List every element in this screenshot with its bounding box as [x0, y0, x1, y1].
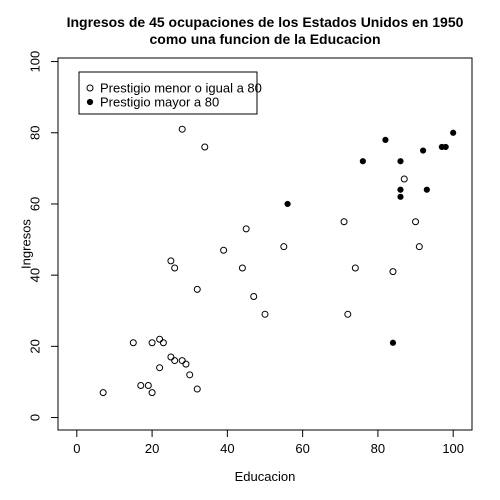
- legend-marker-open: [86, 84, 94, 92]
- data-point-prestigio-mayor: [359, 158, 366, 165]
- x-tick-label: 60: [295, 441, 309, 456]
- legend-marker-filled: [86, 98, 94, 106]
- data-point-prestigio-menor: [99, 389, 107, 397]
- data-point-prestigio-menor: [400, 175, 408, 183]
- y-tick-label: 100: [27, 51, 42, 73]
- data-point-prestigio-menor: [261, 310, 269, 318]
- y-tick-label: 60: [27, 197, 42, 211]
- data-point-prestigio-menor: [171, 264, 179, 272]
- data-point-prestigio-menor: [344, 310, 352, 318]
- data-point-prestigio-menor: [193, 385, 201, 393]
- x-tick-label: 0: [73, 441, 80, 456]
- chart-title-line: Ingresos de 45 ocupaciones de los Estado…: [67, 14, 464, 30]
- data-point-prestigio-mayor: [423, 186, 430, 193]
- data-point-prestigio-menor: [238, 264, 246, 272]
- data-point-prestigio-mayor: [382, 136, 389, 143]
- x-axis-label: Educacion: [235, 469, 296, 484]
- data-point-prestigio-menor: [167, 257, 175, 265]
- y-tick-label: 80: [27, 126, 42, 140]
- data-point-prestigio-menor: [129, 339, 137, 347]
- data-point-prestigio-menor: [250, 293, 258, 301]
- data-point-prestigio-menor: [186, 371, 194, 379]
- data-point-prestigio-menor: [178, 357, 186, 365]
- data-point-prestigio-menor: [167, 353, 175, 361]
- data-point-prestigio-menor: [242, 225, 250, 233]
- data-points: [99, 125, 457, 397]
- data-point-prestigio-menor: [280, 243, 288, 251]
- data-point-prestigio-menor: [201, 143, 209, 151]
- y-tick-label: 20: [27, 339, 42, 353]
- data-point-prestigio-menor: [389, 268, 397, 276]
- data-point-prestigio-menor: [412, 218, 420, 226]
- data-point-prestigio-menor: [171, 357, 179, 365]
- data-point-prestigio-mayor: [442, 143, 449, 151]
- data-point-prestigio-menor: [351, 264, 359, 272]
- data-point-prestigio-menor: [156, 364, 164, 372]
- y-tick-label: 0: [27, 414, 42, 421]
- data-point-prestigio-mayor: [397, 186, 404, 193]
- y-axis: 0 20 40 60 80 100: [27, 51, 59, 421]
- chart-title-line: como una funcion de la Educacion: [149, 31, 380, 47]
- data-point-prestigio-menor: [340, 218, 348, 226]
- x-tick-label: 40: [220, 441, 234, 456]
- data-point-prestigio-menor: [415, 243, 423, 251]
- legend-entry-label: Prestigio menor o igual a 80: [100, 81, 262, 96]
- data-point-prestigio-menor: [220, 246, 228, 254]
- data-point-prestigio-mayor: [397, 193, 404, 200]
- data-point-prestigio-menor: [156, 335, 164, 343]
- data-point-prestigio-mayor: [397, 158, 404, 165]
- data-point-prestigio-mayor: [284, 200, 291, 208]
- data-point-prestigio-mayor: [450, 129, 457, 136]
- data-point-prestigio-menor: [182, 360, 190, 368]
- data-point-prestigio-menor: [159, 339, 167, 347]
- data-point-prestigio-mayor: [389, 339, 397, 346]
- data-point-prestigio-menor: [148, 339, 156, 347]
- data-point-prestigio-menor: [137, 382, 145, 390]
- x-tick-label: 20: [145, 441, 159, 456]
- legend-box: [78, 71, 258, 115]
- data-point-prestigio-menor: [178, 125, 186, 133]
- y-tick-label: 40: [27, 268, 42, 282]
- data-point-prestigio-menor: [144, 382, 152, 390]
- legend-entry-label: Prestigio mayor a 80: [100, 95, 219, 110]
- y-axis-label: Ingresos: [18, 219, 33, 269]
- data-point-prestigio-menor: [148, 389, 156, 397]
- x-axis: 0 20 40 60 80 100: [73, 429, 464, 456]
- x-tick-label: 100: [442, 441, 464, 456]
- chart-title: Ingresos de 45 ocupaciones de los Estado…: [67, 14, 464, 47]
- x-tick-label: 80: [371, 441, 385, 456]
- data-point-prestigio-menor: [193, 285, 201, 293]
- data-point-prestigio-mayor: [419, 147, 427, 154]
